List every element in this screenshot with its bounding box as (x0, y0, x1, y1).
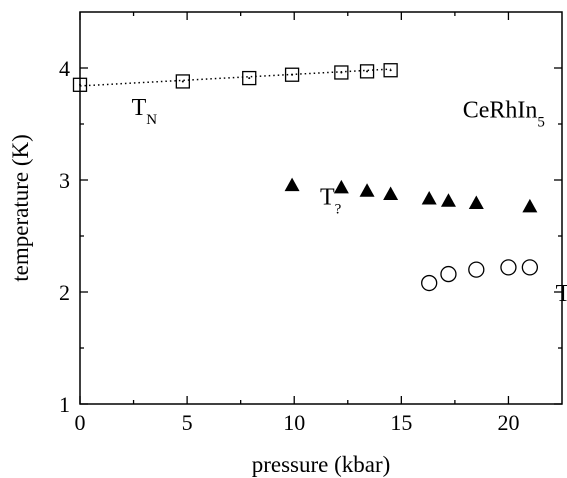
data-point-triangle (468, 195, 484, 210)
data-point-square-dot (366, 70, 369, 73)
data-point-triangle (440, 193, 456, 207)
data-point-square-dot (79, 83, 81, 86)
data-point-square (284, 67, 300, 82)
annotations: TN T? Tc CeRhIn5 (132, 95, 567, 314)
data-point-circle (440, 265, 457, 283)
data-point-square-dot (389, 69, 392, 72)
x-tick-label: 20 (497, 410, 519, 435)
data-point-square-dot (340, 71, 343, 74)
data-point-triangle (359, 183, 375, 197)
annotation-label: CeRhIn5 (463, 97, 545, 130)
annotation-label: TN (132, 95, 158, 128)
y-tick-label: 2 (59, 280, 70, 305)
data-point-triangle (522, 198, 538, 213)
data-point-square-dot (291, 73, 294, 76)
data-point-triangle (421, 191, 437, 205)
y-tick-label: 1 (59, 392, 70, 417)
x-tick-label: 0 (75, 410, 86, 435)
data-point-square (72, 77, 88, 92)
data-point-square (334, 65, 349, 80)
data-point-circle (468, 261, 485, 278)
data-point-square (359, 64, 375, 79)
ticks (79, 12, 562, 405)
tick-labels: 0 5 10 15 20 1 2 3 4 (59, 56, 519, 435)
data-point-square (175, 74, 190, 89)
data-point-circle (500, 259, 517, 276)
y-axis-title: temperature (K) (8, 134, 33, 282)
x-tick-label: 15 (390, 410, 412, 435)
data-point-square (242, 70, 257, 86)
annotation-label: T? (320, 185, 342, 218)
data-point-square-dot (248, 77, 251, 80)
plot-area (79, 11, 563, 405)
x-axis-title: pressure (kbar) (252, 452, 391, 477)
annotation-label: Tc (556, 281, 567, 314)
x-tick-label: 5 (182, 410, 193, 435)
data-point-circle (421, 274, 438, 292)
data-point-square (383, 63, 398, 78)
data-point-square-dot (181, 80, 184, 83)
y-tick-label: 3 (59, 168, 70, 193)
data-point-triangle (333, 179, 349, 194)
markers (72, 63, 539, 292)
x-tick-label: 10 (283, 410, 305, 435)
fit-lines (79, 68, 391, 87)
data-point-triangle (383, 186, 399, 201)
fit-line (79, 68, 391, 87)
data-point-triangle (284, 177, 300, 192)
data-point-circle (521, 259, 539, 276)
y-tick-label: 4 (59, 56, 70, 81)
